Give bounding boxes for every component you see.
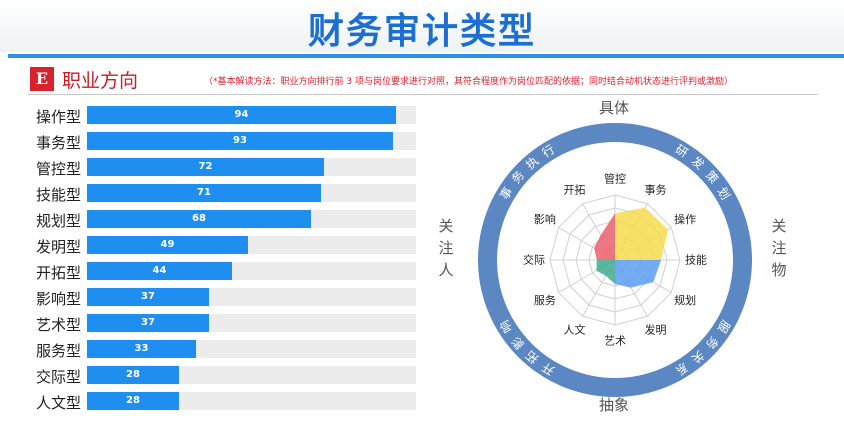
bar-value-label: 33 [134,343,149,354]
radar-area-research [615,260,662,288]
radar-axis-label: 发明 [645,323,667,337]
bar-track: 37 [87,288,416,306]
radar-label-bottom: 抽象 [599,396,630,414]
bar-label: 服务型 [36,342,82,360]
radar-axis-label: 人文 [564,323,586,337]
radar-label-right: 关注物 [771,217,787,279]
bar-track: 37 [87,314,416,332]
section-title: 职业方向 [62,70,139,92]
bar [87,314,209,332]
bar-label: 操作型 [36,108,82,126]
bar-row: 管控型 72 [0,155,430,181]
bar [87,106,396,124]
bar-row: 艺术型 37 [0,311,430,337]
bar-label: 艺术型 [36,316,82,334]
bar [87,132,393,150]
bar-value-label: 37 [141,317,155,328]
radar-axis-label: 艺术 [604,335,626,348]
radar-axis-label: 操作 [674,212,696,226]
radar-area-service [596,260,615,285]
radar-axis-label: 开拓 [564,182,586,196]
bar [87,158,324,176]
radar-area-affairs [615,207,668,260]
bar-value-label: 28 [126,369,140,380]
bar-value-label: 72 [198,161,213,172]
bar-label: 规划型 [36,212,82,230]
bar-value-label: 37 [141,291,155,302]
bar-value-label: 68 [192,213,206,224]
radar-axis-label: 服务 [534,294,556,307]
bar-track: 71 [87,184,416,202]
radar-axis-label: 管控 [604,172,626,186]
bar [87,288,209,306]
bar-track: 49 [87,236,416,254]
bar-row: 交际型 28 [0,363,430,389]
bar-value-label: 49 [160,239,175,250]
bar-row: 人文型 28 [0,389,430,415]
radar-label-left: 关注人 [438,217,454,279]
bar-value-label: 28 [126,395,140,406]
radar-axis-label: 技能 [685,253,707,267]
bar-row: 影响型 37 [0,285,430,311]
bar-value-label: 94 [234,109,249,120]
bar-track: 93 [87,132,416,150]
bar-value-label: 44 [152,265,167,276]
bar-label: 事务型 [36,134,82,152]
radar-axis-label: 影响 [534,213,556,226]
bar-value-label: 93 [233,135,247,146]
bar-label: 管控型 [36,160,82,178]
section-note: （*基本解读方法：职业方向排行前 3 项与岗位要求进行对照，其符合程度作为岗位匹… [204,77,733,87]
bar-track: 68 [87,210,416,228]
bar-row: 规划型 68 [0,207,430,233]
bar [87,184,321,202]
bar-track: 72 [87,158,416,176]
bar-track: 28 [87,366,416,384]
bar-row: 发明型 49 [0,233,430,259]
bar [87,392,179,410]
bar [87,262,232,280]
section-badge: E [30,67,54,91]
bar-label: 交际型 [36,368,82,386]
bar-label: 技能型 [36,186,82,204]
bar [87,236,248,254]
bar-track: 44 [87,262,416,280]
bar-value-label: 71 [197,187,211,198]
section-divider [28,94,818,95]
bar-label: 开拓型 [36,264,82,282]
bar-row: 服务型 33 [0,337,430,363]
header-band [0,0,844,52]
bar [87,366,179,384]
title-divider [8,54,844,58]
bar-track: 94 [87,106,416,124]
bar-row: 事务型 93 [0,129,430,155]
page-title: 财务审计类型 [307,11,536,52]
bar-row: 开拓型 44 [0,259,430,285]
radar-area-influence [594,213,615,260]
bar [87,210,311,228]
radar-axis-label: 交际 [523,253,545,267]
radar-axis-label: 事务 [645,183,667,196]
bar-track: 28 [87,392,416,410]
bar [87,340,196,358]
bar-row: 技能型 71 [0,181,430,207]
radar-label-top: 具体 [599,99,630,117]
bar-row: 操作型 94 [0,103,430,129]
bar-label: 发明型 [36,238,82,256]
radar-axis-label: 规划 [674,293,696,307]
bar-label: 人文型 [36,394,82,412]
bar-track: 33 [87,340,416,358]
bar-label: 影响型 [36,290,82,308]
